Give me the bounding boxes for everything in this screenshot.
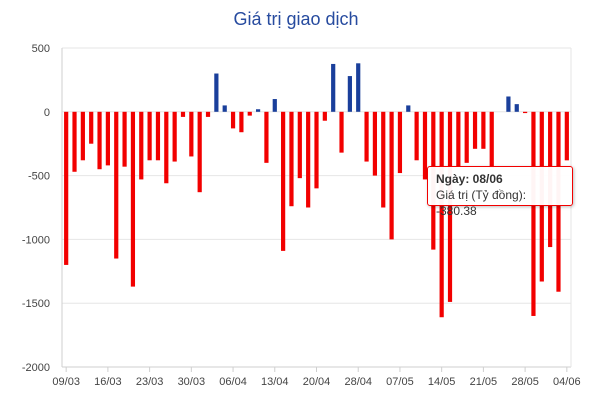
bar[interactable]	[339, 111, 344, 153]
bar[interactable]	[414, 111, 419, 161]
bar[interactable]	[297, 111, 302, 179]
bar[interactable]	[514, 104, 519, 112]
y-tick-label: -2000	[22, 362, 50, 374]
bar[interactable]	[289, 111, 294, 207]
bar[interactable]	[322, 111, 327, 121]
bar[interactable]	[239, 111, 244, 133]
bar[interactable]	[481, 111, 486, 149]
bar[interactable]	[531, 111, 536, 316]
tooltip-value: Giá trị (Tỷ đồng): -380.38	[436, 188, 527, 218]
bar[interactable]	[130, 111, 136, 287]
bar[interactable]	[164, 111, 169, 184]
y-tick-label: -1500	[22, 298, 50, 310]
bar[interactable]	[180, 111, 186, 117]
chart-title: Giá trị giao dịch	[233, 9, 358, 29]
bar[interactable]	[456, 111, 461, 167]
y-tick-label: 500	[32, 43, 50, 55]
x-tick-label: 28/05	[511, 376, 539, 388]
x-tick-label: 23/03	[136, 376, 164, 388]
bar[interactable]	[314, 111, 319, 189]
x-tick-label: 06/04	[219, 376, 247, 388]
y-tick-label: -500	[28, 171, 50, 183]
bar[interactable]	[506, 96, 511, 112]
bar[interactable]	[564, 111, 569, 161]
bar[interactable]	[422, 111, 428, 180]
x-tick-label: 16/03	[94, 376, 122, 388]
x-tick-label: 04/06	[553, 376, 581, 388]
bar[interactable]	[489, 111, 494, 168]
bar[interactable]	[447, 111, 453, 302]
bar[interactable]	[222, 105, 227, 112]
bar[interactable]	[230, 111, 236, 129]
y-tick-label: -1000	[22, 234, 50, 246]
bar[interactable]	[472, 111, 478, 149]
bar[interactable]	[155, 111, 161, 161]
bar[interactable]	[439, 111, 444, 318]
bar[interactable]	[523, 111, 528, 114]
bar[interactable]	[80, 111, 85, 161]
bar[interactable]	[214, 73, 219, 112]
bar[interactable]	[306, 111, 311, 208]
bar[interactable]	[205, 111, 211, 117]
bar[interactable]	[247, 111, 252, 116]
bar[interactable]	[397, 111, 403, 174]
x-tick-label: 09/03	[52, 376, 80, 388]
tooltip-date: Ngày: 08/06	[436, 172, 503, 186]
bar[interactable]	[139, 111, 144, 180]
bar[interactable]	[347, 76, 352, 112]
bar[interactable]	[147, 111, 152, 161]
tooltip: Ngày: 08/06 Giá trị (Tỷ đồng): -380.38	[427, 166, 573, 218]
bar[interactable]	[364, 111, 369, 162]
bar[interactable]	[72, 111, 77, 172]
x-tick-label: 28/04	[344, 376, 372, 388]
bar[interactable]	[356, 63, 361, 112]
x-tick-label: 21/05	[470, 376, 498, 388]
x-tick-label: 20/04	[303, 376, 331, 388]
bar[interactable]	[464, 111, 469, 163]
bar[interactable]	[197, 111, 202, 193]
x-tick-label: 13/04	[261, 376, 289, 388]
bar[interactable]	[97, 111, 102, 170]
x-tick-label: 07/05	[386, 376, 414, 388]
bar-series[interactable]	[64, 63, 569, 318]
bar[interactable]	[105, 111, 110, 166]
bar[interactable]	[122, 111, 127, 167]
bar[interactable]	[389, 111, 394, 240]
bar[interactable]	[381, 111, 386, 208]
x-tick-label: 14/05	[428, 376, 456, 388]
bar[interactable]	[189, 111, 194, 157]
bar[interactable]	[255, 109, 261, 112]
bar[interactable]	[331, 63, 336, 112]
bar[interactable]	[372, 111, 378, 176]
bar[interactable]	[64, 111, 69, 265]
bar[interactable]	[281, 111, 286, 251]
x-tick-label: 30/03	[178, 376, 206, 388]
bar[interactable]	[272, 99, 277, 112]
y-tick-label: 0	[44, 107, 50, 119]
bar[interactable]	[114, 111, 119, 259]
bar[interactable]	[89, 111, 94, 144]
bar[interactable]	[264, 111, 269, 163]
bar[interactable]	[172, 111, 177, 162]
bar[interactable]	[406, 105, 411, 112]
